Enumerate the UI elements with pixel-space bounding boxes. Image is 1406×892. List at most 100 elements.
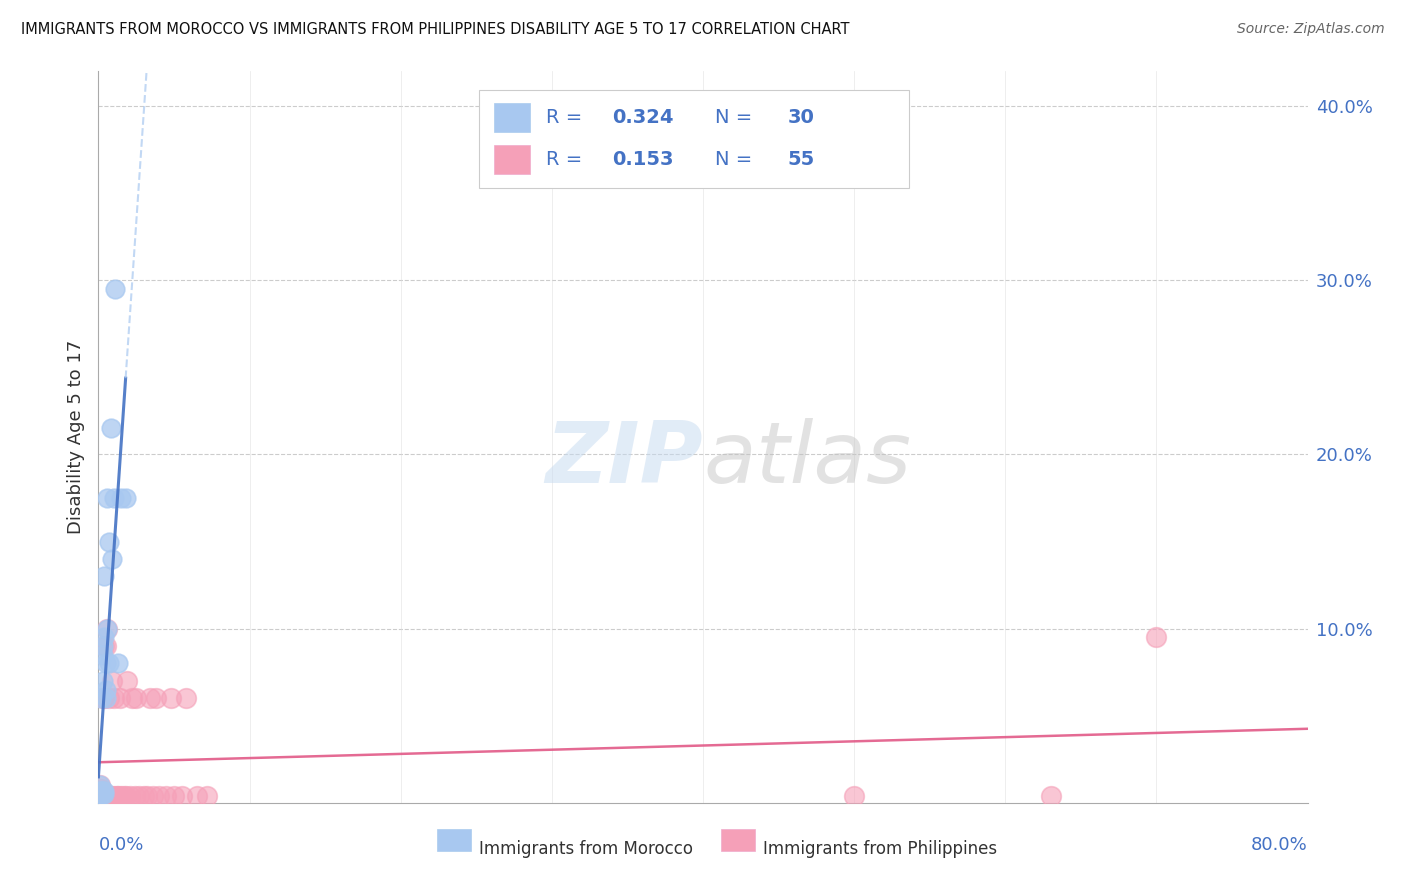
Point: [139, 691, 162, 706]
Bar: [721, 830, 755, 851]
Point: [132, 789, 155, 803]
Point: [90, 781, 112, 796]
Point: [96, 789, 118, 803]
Point: [96, 491, 118, 505]
Point: [94, 789, 117, 803]
Point: [142, 789, 165, 803]
Point: [121, 691, 143, 706]
Text: atlas: atlas: [703, 417, 911, 500]
Text: 0.0%: 0.0%: [98, 836, 143, 854]
Point: [93, 691, 115, 706]
Point: [155, 789, 177, 803]
Point: [108, 691, 131, 706]
Point: [91, 787, 114, 801]
Text: 30: 30: [787, 108, 814, 127]
Point: [112, 789, 135, 803]
Point: [98, 789, 121, 803]
Text: N =: N =: [716, 108, 759, 127]
Point: [89, 787, 111, 801]
Point: [145, 691, 167, 706]
Point: [163, 789, 186, 803]
Point: [90, 785, 112, 799]
Point: [160, 691, 183, 706]
Point: [107, 789, 129, 803]
Point: [89, 785, 111, 799]
Point: [93, 631, 115, 645]
Point: [91, 787, 114, 801]
Point: [91, 673, 114, 688]
Point: [93, 783, 115, 797]
Point: [1144, 631, 1167, 645]
Point: [104, 282, 127, 296]
Point: [110, 491, 132, 505]
Point: [170, 789, 193, 803]
Point: [115, 673, 138, 688]
Point: [1039, 789, 1062, 803]
Point: [93, 569, 115, 583]
Point: [148, 789, 170, 803]
Point: [90, 787, 112, 801]
Point: [101, 673, 124, 688]
Point: [91, 789, 114, 803]
Point: [94, 691, 117, 706]
Point: [91, 691, 114, 706]
Point: [96, 622, 118, 636]
Point: [103, 491, 125, 505]
Point: [124, 789, 146, 803]
Point: [96, 622, 118, 636]
Y-axis label: Disability Age 5 to 17: Disability Age 5 to 17: [66, 340, 84, 534]
Point: [94, 657, 117, 671]
Point: [91, 783, 114, 797]
Point: [103, 691, 125, 706]
Point: [107, 657, 129, 671]
Point: [89, 778, 111, 792]
FancyBboxPatch shape: [479, 90, 908, 188]
Text: 0.324: 0.324: [613, 108, 673, 127]
Point: [90, 691, 112, 706]
Point: [101, 552, 124, 566]
Text: N =: N =: [716, 150, 759, 169]
Bar: [437, 830, 471, 851]
Text: R =: R =: [546, 108, 588, 127]
Point: [105, 789, 128, 803]
Point: [98, 534, 121, 549]
Point: [98, 691, 121, 706]
Point: [100, 789, 122, 803]
Point: [91, 639, 114, 653]
Point: [89, 787, 111, 801]
Point: [186, 789, 208, 803]
Text: IMMIGRANTS FROM MOROCCO VS IMMIGRANTS FROM PHILIPPINES DISABILITY AGE 5 TO 17 CO: IMMIGRANTS FROM MOROCCO VS IMMIGRANTS FR…: [21, 22, 849, 37]
Point: [93, 789, 115, 803]
Point: [89, 787, 111, 801]
Point: [120, 789, 142, 803]
Point: [174, 691, 197, 706]
Point: [89, 778, 111, 792]
Text: 55: 55: [787, 150, 815, 169]
Bar: [494, 145, 530, 174]
Point: [90, 789, 112, 803]
Text: 0.153: 0.153: [613, 150, 673, 169]
Point: [93, 787, 115, 801]
Point: [94, 639, 117, 653]
Point: [98, 657, 121, 671]
Point: [90, 787, 112, 801]
Point: [114, 789, 136, 803]
Point: [110, 789, 132, 803]
Point: [94, 682, 117, 697]
Text: 80.0%: 80.0%: [1251, 836, 1308, 854]
Point: [135, 789, 157, 803]
Point: [125, 691, 148, 706]
Point: [90, 783, 112, 797]
Point: [91, 648, 114, 662]
Point: [89, 789, 111, 803]
Point: [844, 789, 866, 803]
Text: Source: ZipAtlas.com: Source: ZipAtlas.com: [1237, 22, 1385, 37]
Point: [195, 789, 218, 803]
Point: [89, 789, 111, 803]
Point: [128, 789, 150, 803]
Text: ZIP: ZIP: [546, 417, 703, 500]
Point: [93, 639, 115, 653]
Text: R =: R =: [546, 150, 588, 169]
Point: [93, 787, 115, 801]
Bar: [494, 103, 530, 132]
